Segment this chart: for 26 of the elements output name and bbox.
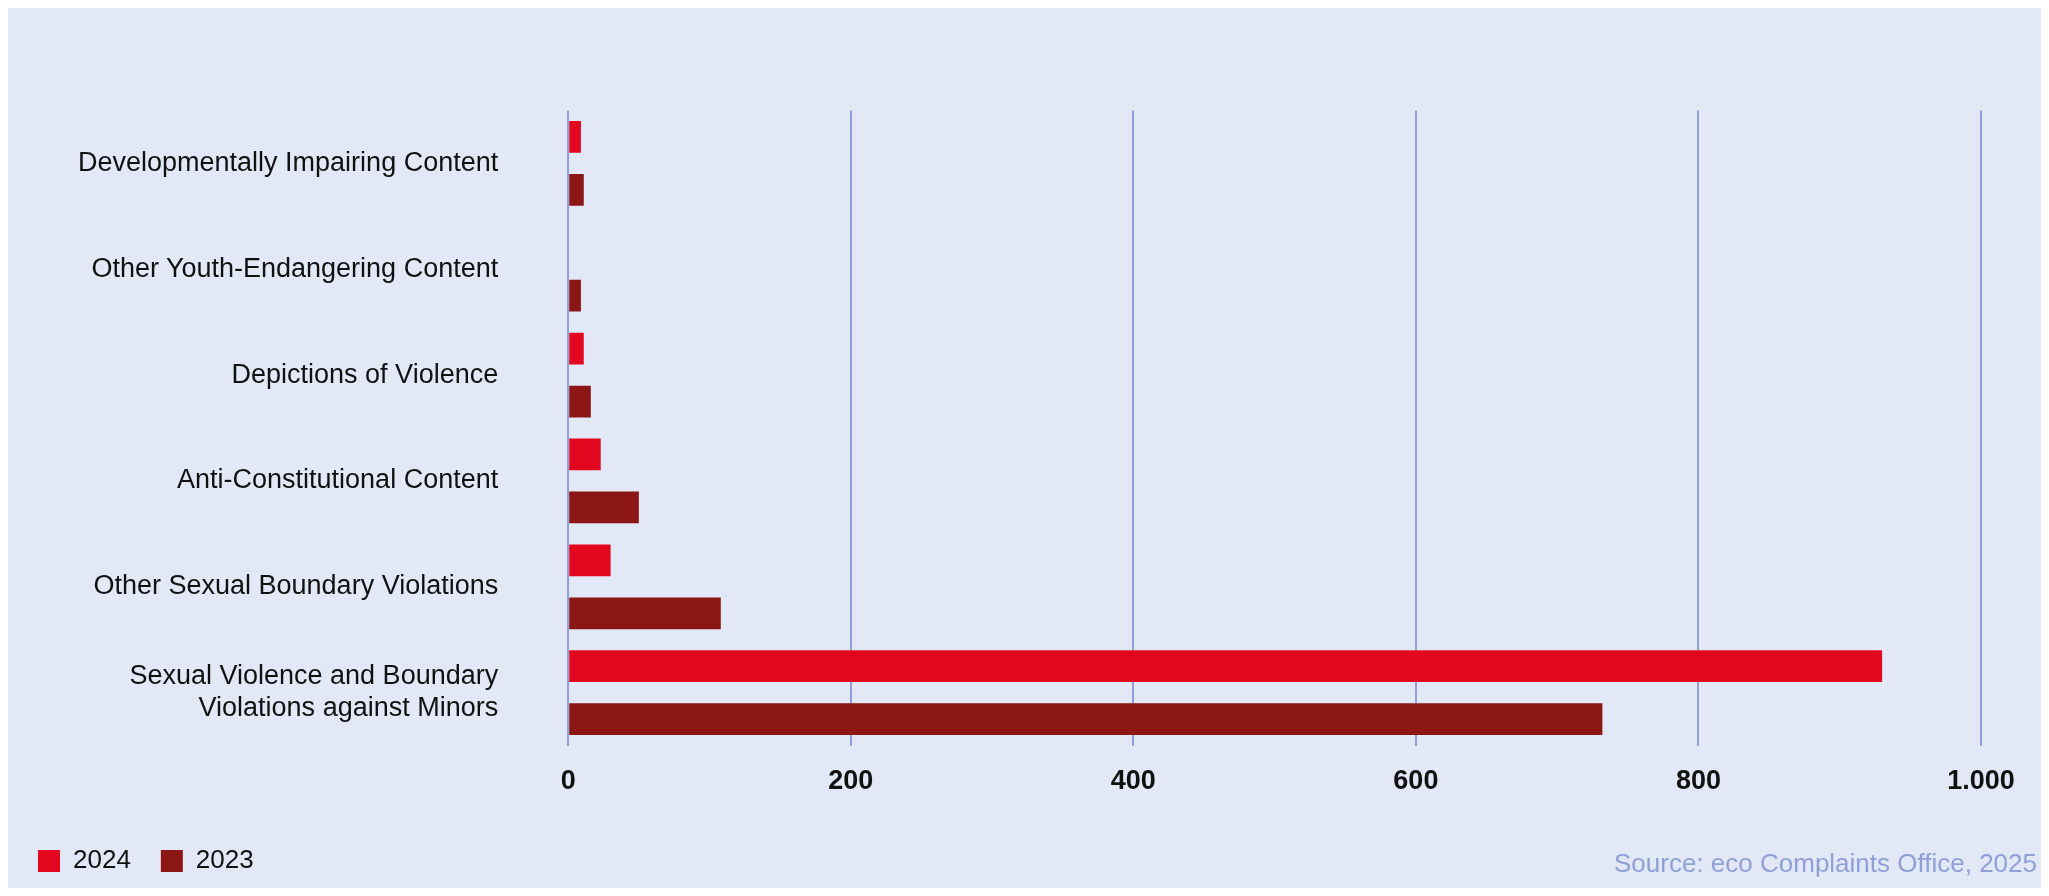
legend-label: 2023: [195, 844, 254, 875]
bar: [569, 650, 1883, 683]
y-tick-label: Other Sexual Boundary Violations: [93, 570, 499, 601]
bar: [569, 597, 721, 630]
x-tick-label: 0: [560, 765, 576, 796]
bar: [569, 438, 601, 471]
bar: [569, 173, 584, 206]
bar: [569, 544, 611, 577]
bar: [569, 279, 581, 312]
bar: [569, 491, 639, 524]
x-tick-label: 600: [1393, 765, 1439, 796]
bar: [569, 332, 584, 365]
bar: [569, 120, 581, 153]
source-note: Source: eco Complaints Office, 2025: [1614, 848, 2037, 879]
x-tick-label: 800: [1675, 765, 1721, 796]
x-tick-label: 1.000: [1947, 765, 2015, 796]
x-tick-label: 400: [1110, 765, 1156, 796]
y-tick-label: Anti-Constitutional Content: [177, 464, 499, 495]
y-tick-label: Sexual Violence and Boundary Violations against Minors: [129, 659, 499, 723]
y-tick-label: Depictions of Violence: [231, 358, 499, 389]
bar: [569, 385, 591, 418]
y-tick-label: Developmentally Impairing Content: [78, 146, 499, 177]
x-tick-label: 200: [828, 765, 874, 796]
y-tick-label: Other Youth-Endangering Content: [91, 252, 499, 283]
legend-label: 2024: [73, 844, 131, 875]
bar: [569, 703, 1603, 736]
